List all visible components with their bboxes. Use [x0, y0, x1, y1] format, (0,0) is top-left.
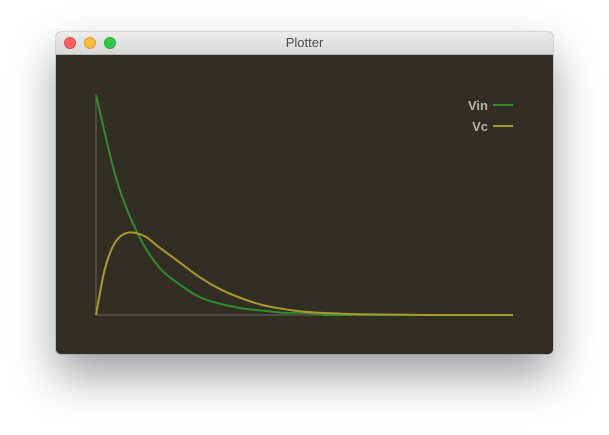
close-button[interactable] [64, 37, 76, 49]
series-line-vin [95, 94, 513, 317]
plotter-window: Plotter Vin Vc [56, 32, 553, 354]
series-line-vc [95, 231, 513, 317]
plot-area: Vin Vc [56, 55, 553, 354]
minimize-button[interactable] [84, 37, 96, 49]
legend-label-vin: Vin [468, 98, 488, 113]
legend-label-vc: Vc [472, 119, 488, 134]
zoom-button[interactable] [104, 37, 116, 49]
title-bar: Plotter [56, 32, 553, 55]
line-chart: Vin Vc [95, 94, 513, 317]
window-title: Plotter [285, 35, 324, 50]
